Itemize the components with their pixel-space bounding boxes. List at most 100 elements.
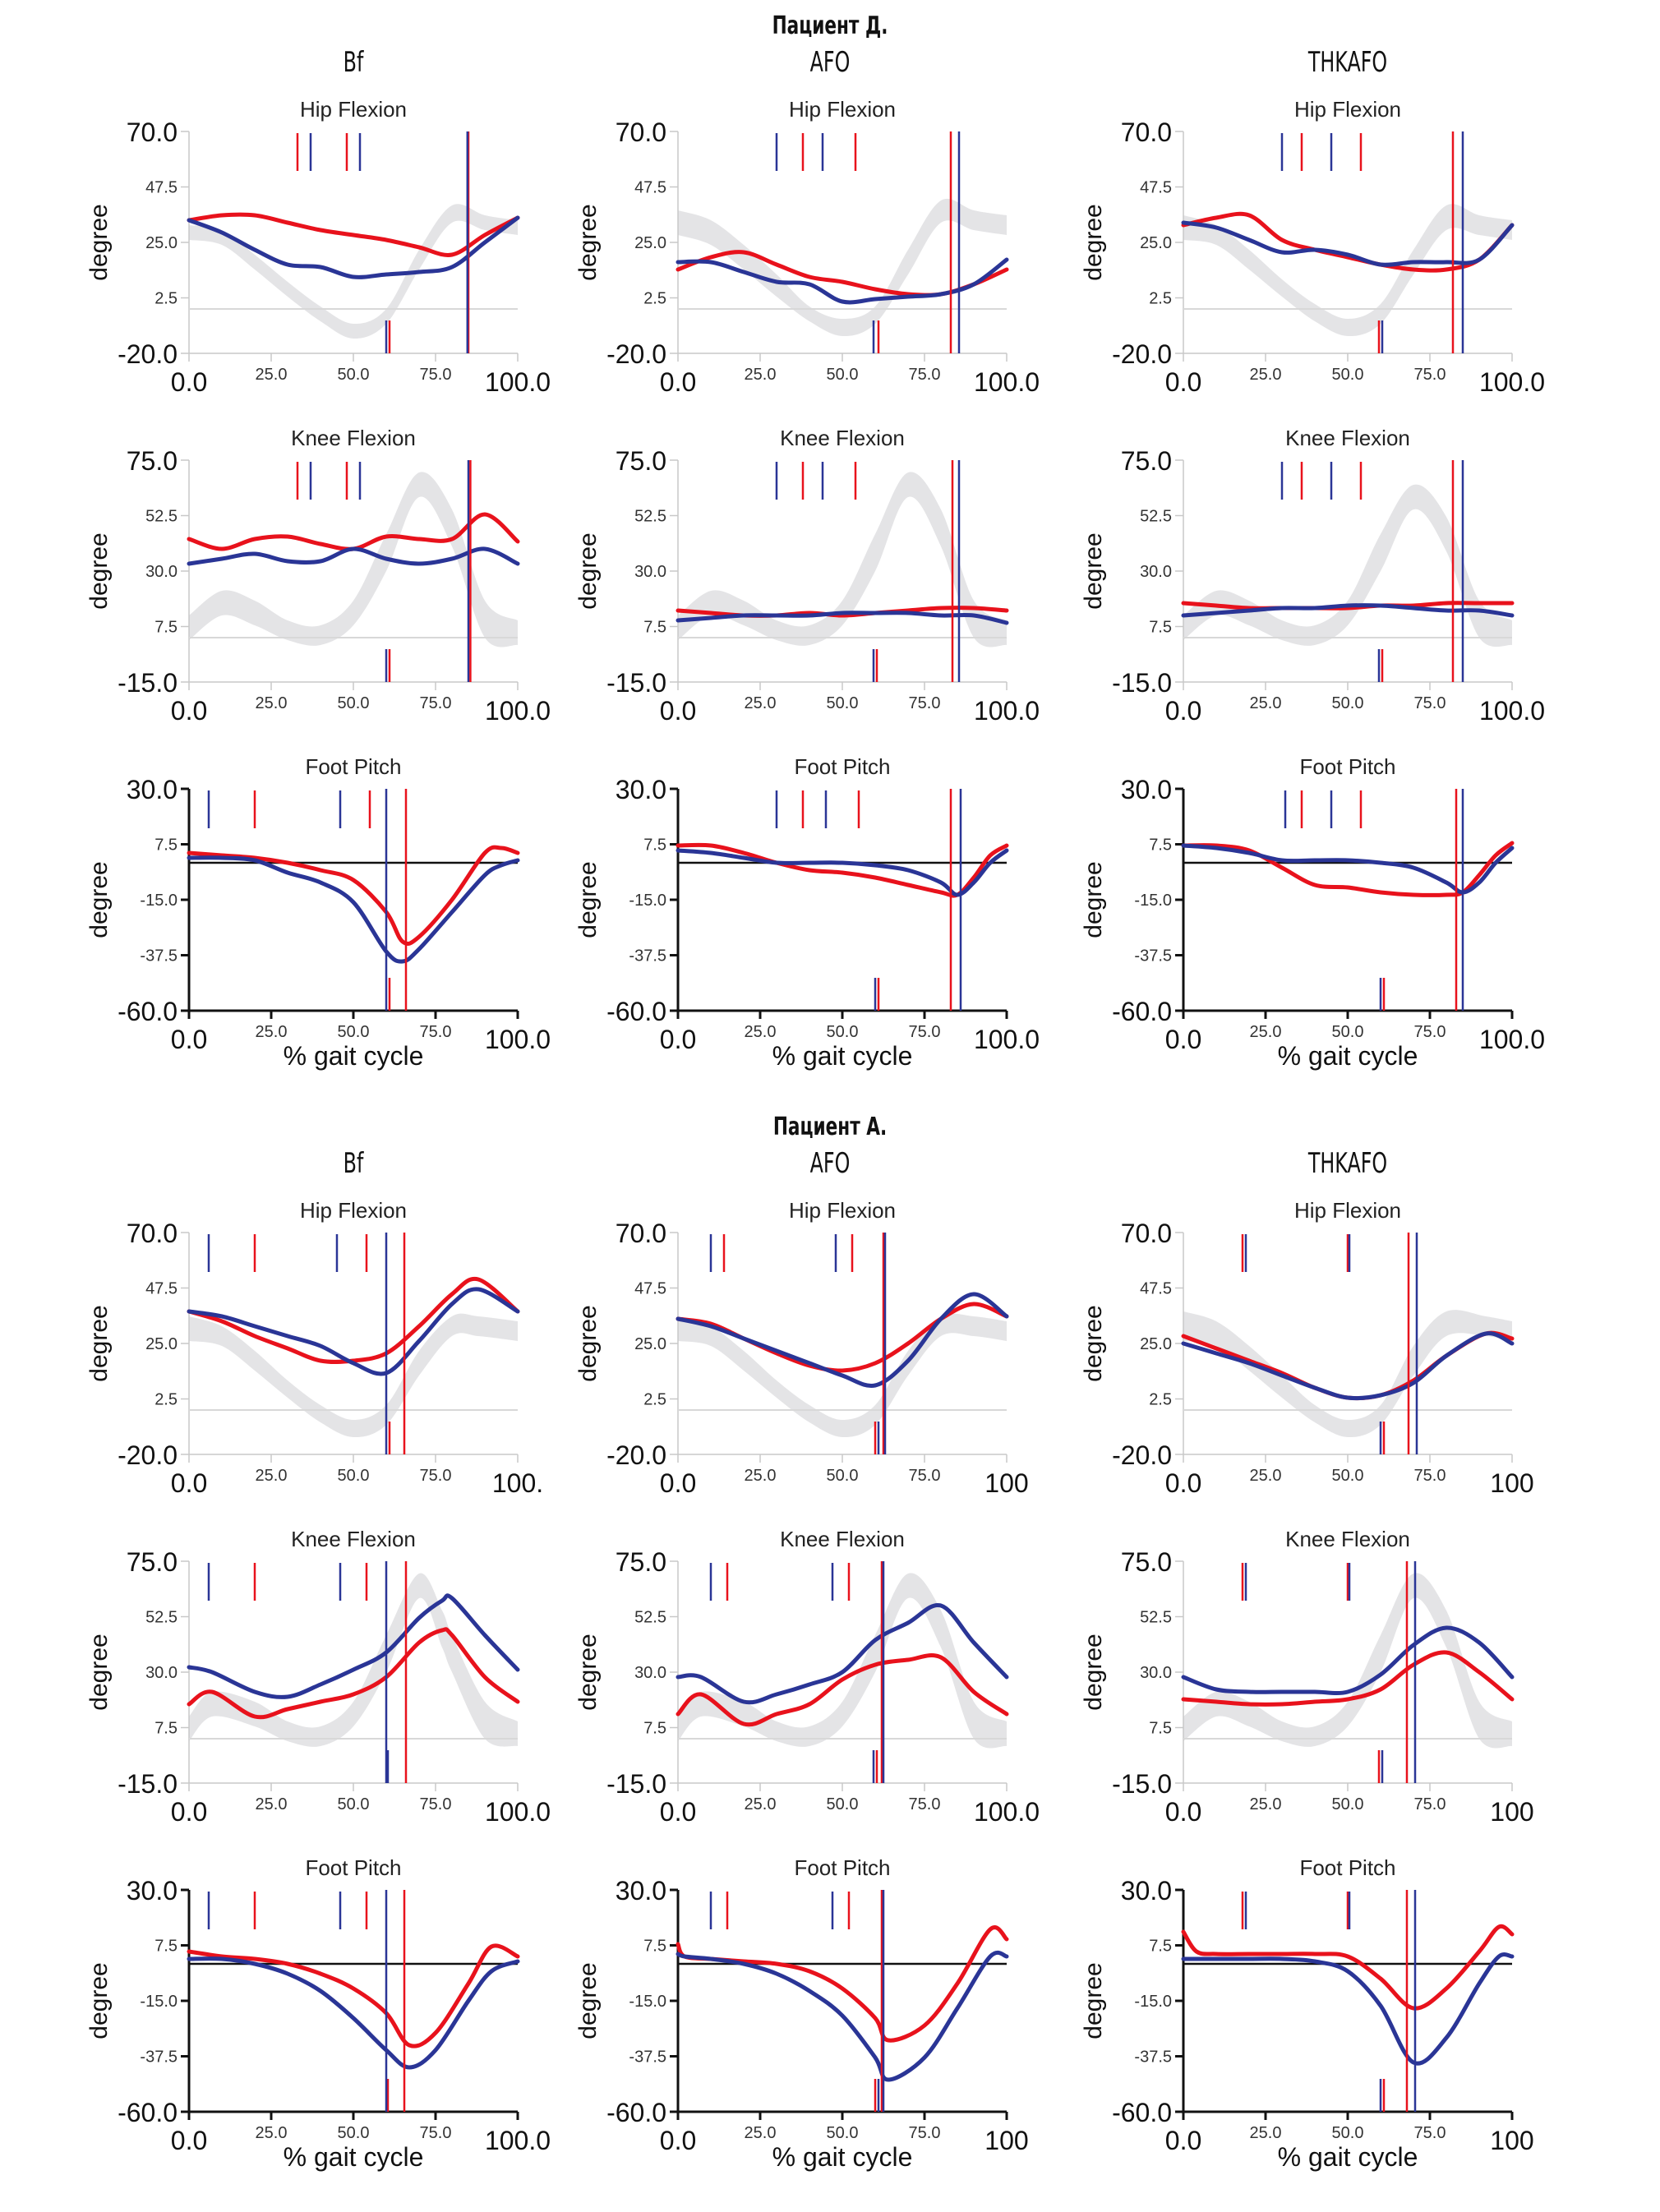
x-tick-label: 50.0 (827, 366, 859, 384)
series-line-red (676, 1653, 1009, 1727)
y-tick-label: 75.0 (1121, 1547, 1172, 1577)
x-tick-label: 0.0 (660, 2126, 696, 2155)
normative-band (189, 472, 518, 647)
x-axis-label: % gait cycle (1278, 2142, 1418, 2172)
normative-band (678, 1573, 1007, 1749)
x-tick-label: 75.0 (909, 2124, 941, 2142)
y-tick-label: 75.0 (616, 446, 666, 476)
x-tick-label: 0.0 (171, 696, 207, 726)
x-tick-label: 25.0 (1250, 366, 1282, 384)
y-tick-label: 25.0 (1140, 234, 1172, 252)
x-tick-label: 25.0 (1250, 2124, 1282, 2142)
x-tick-label: 100 (984, 2126, 1028, 2155)
y-tick-label: 7.5 (1149, 619, 1172, 637)
series-line-red (676, 842, 1009, 898)
chart-panel-knee-flexion-afo: Knee Flexion 75.0 52.5 30.0 7.5 -15.00.0 25.0 5… (574, 426, 1040, 726)
chart-panel-knee-flexion-bf: Knee Flexion 75.0 52.5 30.0 7.5 -15.00.0 25.0 5… (85, 426, 551, 726)
x-tick-label: 50.0 (1332, 366, 1364, 384)
x-tick-label: 100.0 (1479, 696, 1545, 726)
series-line-blue (1181, 1952, 1515, 2066)
chart-panel-foot-pitch-thkafo: Foot Pitch 30.0 7.5 -15.0 -37.5 -60.00.0 25.0 5… (1080, 754, 1545, 1071)
y-tick-label: -20.0 (1112, 339, 1172, 369)
series-line-red (1181, 1650, 1515, 1707)
x-tick-label: 50.0 (338, 1023, 370, 1041)
y-tick-label: 47.5 (1140, 179, 1172, 197)
x-tick-label: 50.0 (338, 2124, 370, 2142)
y-tick-label: 52.5 (1140, 1609, 1172, 1627)
normative-band (189, 1573, 518, 1747)
y-tick-label: 7.5 (643, 1938, 666, 1956)
y-tick-label: 25.0 (145, 234, 178, 252)
x-tick-label: 75.0 (909, 1795, 941, 1813)
y-tick-label: -60.0 (118, 997, 178, 1026)
y-tick-label: 7.5 (154, 1720, 178, 1738)
x-tick-label: 75.0 (1414, 366, 1446, 384)
y-axis-label: degree (1080, 532, 1107, 609)
y-tick-label: -15.0 (140, 1993, 178, 2011)
x-tick-label: 25.0 (745, 694, 777, 712)
series-line-blue (187, 215, 520, 279)
panel-title: Knee Flexion (1285, 1527, 1410, 1551)
x-tick-label: 100.0 (1479, 1025, 1545, 1054)
x-tick-label: 100.0 (485, 367, 551, 397)
y-axis-label: degree (85, 861, 113, 938)
y-tick-label: 30.0 (145, 563, 178, 581)
normative-band (678, 198, 1007, 337)
panel-title: Foot Pitch (1299, 1855, 1395, 1880)
x-tick-label: 50.0 (827, 694, 859, 712)
y-tick-label: 47.5 (634, 179, 666, 197)
x-tick-label: 0.0 (171, 1468, 207, 1498)
x-tick-label: 0.0 (171, 1025, 207, 1054)
series-line-red (187, 1627, 520, 1720)
y-tick-label: 7.5 (154, 1938, 178, 1956)
x-tick-label: 25.0 (745, 2124, 777, 2142)
y-tick-label: 7.5 (1149, 1938, 1172, 1956)
panel-title: Knee Flexion (1285, 426, 1410, 450)
x-tick-label: 0.0 (171, 367, 207, 397)
y-tick-label: 70.0 (1121, 1219, 1172, 1248)
y-tick-label: -60.0 (118, 2098, 178, 2127)
panel-title: Foot Pitch (305, 754, 401, 779)
panel-title: Knee Flexion (291, 1527, 416, 1551)
series-line-red (1181, 1924, 1515, 2011)
x-tick-label: 25.0 (256, 366, 288, 384)
y-tick-label: -15.0 (606, 1769, 666, 1799)
x-tick-label: 100.0 (974, 367, 1040, 397)
y-tick-label: -15.0 (1112, 668, 1172, 698)
column-title-afo-1: AFO (809, 46, 851, 79)
x-tick-label: 0.0 (1165, 1797, 1201, 1827)
y-tick-label: 30.0 (634, 1664, 666, 1682)
y-tick-label: 25.0 (145, 1335, 178, 1353)
x-tick-label: 25.0 (745, 366, 777, 384)
x-tick-label: 50.0 (827, 2124, 859, 2142)
x-tick-label: 100 (1490, 2126, 1533, 2155)
chart-panel-foot-pitch-afo: Foot Pitch 30.0 7.5 -15.0 -37.5 -60.00.0 25.0 5… (574, 754, 1040, 1071)
chart-panel-hip-flexion-afo: Hip Flexion 70.0 47.5 25.0 2.5 -20.00.0 25.0 50… (574, 97, 1040, 397)
x-tick-label: 0.0 (660, 696, 696, 726)
y-tick-label: 30.0 (616, 1876, 666, 1906)
patient-title-1: Пациент Д. (772, 12, 888, 40)
y-tick-label: -60.0 (1112, 2098, 1172, 2127)
chart-panel-foot-pitch-afo: Foot Pitch 30.0 7.5 -15.0 -37.5 -60.00.0 25.0 5… (574, 1855, 1029, 2172)
y-tick-label: -20.0 (606, 339, 666, 369)
y-tick-label: 2.5 (1149, 1391, 1172, 1409)
y-tick-label: 70.0 (127, 118, 178, 147)
series-line-blue (676, 1292, 1009, 1389)
x-tick-label: 75.0 (909, 694, 941, 712)
panel-title: Foot Pitch (305, 1855, 401, 1880)
x-tick-label: 75.0 (420, 1023, 452, 1041)
y-axis-label: degree (1080, 1634, 1107, 1710)
y-tick-label: -15.0 (1134, 892, 1172, 910)
y-tick-label: -15.0 (1112, 1769, 1172, 1799)
x-tick-label: 75.0 (1414, 1795, 1446, 1813)
x-tick-label: 50.0 (827, 1467, 859, 1485)
normative-band (1183, 204, 1512, 337)
panel-title: Foot Pitch (794, 1855, 890, 1880)
series-line-blue (187, 1593, 520, 1699)
normative-band (1183, 484, 1512, 647)
x-tick-label: 75.0 (1414, 1023, 1446, 1041)
normative-band (678, 1313, 1007, 1438)
y-tick-label: 52.5 (145, 1609, 178, 1627)
x-tick-label: 50.0 (338, 1795, 370, 1813)
y-tick-label: -20.0 (1112, 1440, 1172, 1470)
